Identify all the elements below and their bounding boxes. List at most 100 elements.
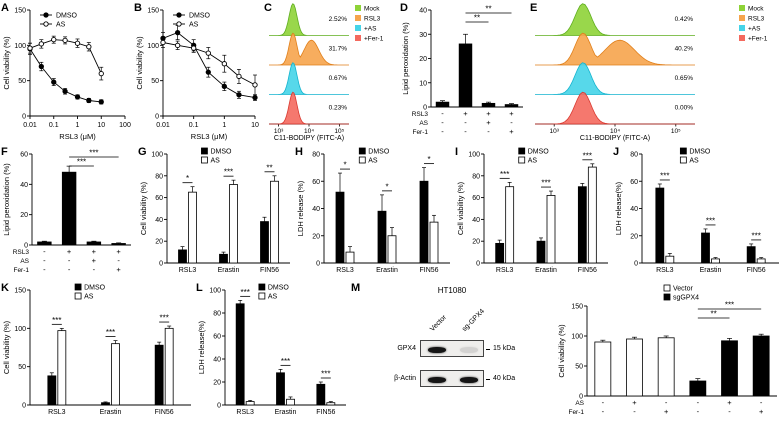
svg-text:20: 20 [472,239,480,246]
panel-d: D 0 10 20 30 40 Lipid peroxidation (%) ** ** RSL… [399,2,529,142]
svg-text:***: *** [751,231,760,240]
panel-b-letter: B [134,2,142,14]
svg-text:RSL3: RSL3 [179,267,197,274]
svg-text:-: - [602,407,605,416]
svg-text:RSL3: RSL3 [496,267,514,274]
svg-text:AS: AS [210,158,220,165]
svg-text:FIN56: FIN56 [260,267,279,274]
svg-text:Erastin: Erastin [218,267,240,274]
panel-d-letter: D [400,2,408,14]
svg-text:100: 100 [147,43,159,50]
panel-l-plot: 0 20 40 60 80 100 LDH release(%) RSL3 *** Erastin… [197,283,346,416]
svg-text:80: 80 [630,152,638,159]
svg-text:Cell viability (%): Cell viability (%) [2,320,11,374]
svg-text:FIN56: FIN56 [578,267,597,274]
svg-text:10: 10 [251,122,259,129]
svg-text:0: 0 [22,403,26,410]
svg-text:AS: AS [528,158,538,165]
svg-text:2.52%: 2.52% [329,16,348,23]
svg-text:40: 40 [472,217,480,224]
svg-text:-: - [633,407,636,416]
svg-text:10⁵: 10⁵ [334,128,344,135]
blot-kda-label: 40 kDa [493,375,516,382]
svg-text:**: ** [266,163,272,172]
svg-text:+: + [463,109,468,118]
svg-text:+: + [509,127,514,136]
svg-text:10: 10 [97,122,105,129]
panel-i-plot: 0 20 40 60 80 100 Cell viability (%) RSL3 *** Era… [456,147,608,274]
svg-text:-: - [487,127,490,136]
svg-text:10⁴: 10⁴ [304,128,314,135]
panel-f-letter: F [1,146,8,158]
svg-text:20: 20 [419,56,427,63]
panel-h: H 0 20 40 60 80 LDH release (%) RSL3 * Erastin * F… [294,146,454,280]
svg-text:Vector: Vector [673,286,694,293]
svg-text:0: 0 [423,105,427,112]
svg-text:***: *** [660,171,669,180]
svg-text:Lipid peroxidation (%): Lipid peroxidation (%) [401,22,410,95]
svg-text:100: 100 [14,43,26,50]
svg-text:50: 50 [18,78,26,85]
blot-kda-tick [486,378,490,380]
svg-text:100: 100 [151,152,163,159]
svg-text:-: - [760,398,763,407]
blot-band [460,376,478,383]
svg-text:DMSO: DMSO [189,13,211,20]
svg-text:-: - [464,118,467,127]
svg-text:0: 0 [217,403,221,410]
svg-text:Cell viability (%): Cell viability (%) [2,36,11,90]
svg-text:***: *** [52,316,61,325]
svg-text:0.1: 0.1 [49,122,59,129]
svg-text:40: 40 [312,206,320,213]
svg-text:Fer-1: Fer-1 [412,129,428,136]
svg-text:***: *** [321,370,330,379]
svg-text:10⁵: 10⁵ [671,128,681,135]
svg-text:20: 20 [312,233,320,240]
svg-text:DMSO: DMSO [268,285,290,292]
panel-a-plot: 0 50 100 150 0.01 0.1 1 10 100 RSL3 (μM) Cell viab… [2,8,131,142]
svg-text:-: - [117,256,120,265]
svg-text:LDH release(%): LDH release(%) [614,181,623,235]
panel-b: B 0 50 100 150 0.01 0.1 1 10 RSL3 (μM) Cell viabi… [133,2,263,142]
svg-text:RSL3: RSL3 [412,111,429,118]
svg-text:+: + [759,407,764,416]
svg-text:Fer-1: Fer-1 [568,409,584,416]
panel-f: F 0 20 40 60 Lipid peroxidation (%) *** *** RSL… [0,146,137,280]
svg-text:***: *** [240,288,249,297]
svg-text:RSL3: RSL3 [364,16,381,23]
svg-text:C11-BODIPY (FITC-A): C11-BODIPY (FITC-A) [274,135,344,142]
panel-k-letter: K [1,282,9,294]
panel-a: A 0 50 100 150 0.01 0.1 1 10 100 RSL3 (μM) Cell vi… [0,2,133,142]
svg-text:***: *** [89,149,98,158]
svg-text:AS: AS [84,294,94,301]
svg-text:+: + [116,247,121,256]
svg-text:10³: 10³ [274,128,284,135]
svg-text:1: 1 [76,122,80,129]
svg-text:10⁴: 10⁴ [610,128,620,135]
svg-text:0: 0 [24,243,28,250]
svg-text:20: 20 [155,239,163,246]
blot-protein-label: β-Actin [394,375,416,382]
svg-text:-: - [43,247,46,256]
svg-text:Mock: Mock [364,6,380,13]
svg-text:RSL3: RSL3 [13,249,30,256]
svg-text:0.67%: 0.67% [329,75,348,82]
panel-k: K 0 50 100 150 Cell viability (%) RSL3 *** Eras… [0,282,195,422]
panel-f-plot: 0 20 40 60 Lipid peroxidation (%) ****** RSL3 -… [2,149,131,274]
svg-text:-: - [441,127,444,136]
svg-text:20: 20 [20,212,28,219]
svg-text:AS: AS [189,22,199,29]
svg-text:***: *** [159,314,168,323]
svg-text:AS: AS [56,22,66,29]
svg-text:-: - [602,398,605,407]
svg-text:100: 100 [468,152,480,159]
svg-text:+: + [116,265,121,274]
svg-text:FIN56: FIN56 [419,267,438,274]
svg-text:Cell viability (%): Cell viability (%) [557,324,566,378]
svg-text:-: - [697,407,700,416]
svg-text:60: 60 [155,195,163,202]
svg-text:-: - [43,256,46,265]
panel-c: C 10³ 10⁴ 10⁵ C11-BODIPY (FITC-A) 2.52% 31.7%… [263,2,399,142]
